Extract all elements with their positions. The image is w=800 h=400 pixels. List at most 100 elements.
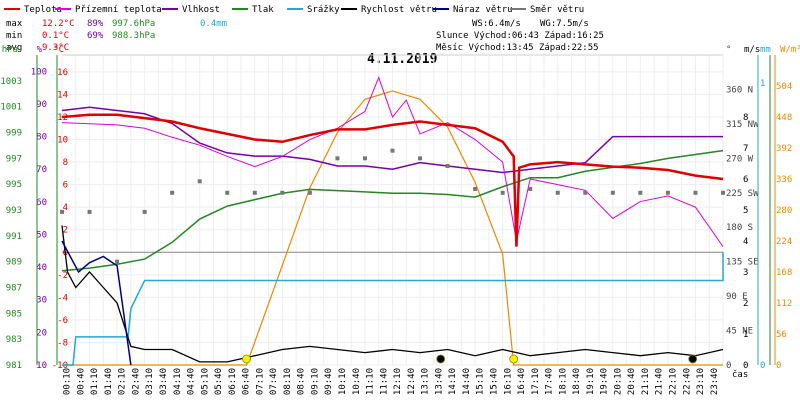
smer-point — [721, 190, 725, 195]
time-tick: 10:40 — [352, 368, 362, 395]
stat-avg-temp: 9.3°C — [42, 43, 69, 53]
pct-axis-tick: 100 — [31, 67, 47, 77]
smer-point — [390, 148, 395, 153]
solar-curve — [62, 90, 723, 366]
stat-min-hum: 69% — [87, 31, 104, 41]
smer-point — [555, 190, 560, 195]
info-sun: Slunce Východ:06:43 Západ:16:25 — [436, 31, 604, 41]
smer-point — [418, 156, 423, 161]
temp-axis-tick: 10 — [57, 136, 68, 146]
series-teplota — [61, 113, 724, 247]
hpa-axis-tick: 989 — [6, 258, 22, 268]
legend-label-6: Náraz větru — [453, 5, 513, 15]
temp-axis-tick: -8 — [57, 338, 68, 348]
temp-axis-tick: 8 — [63, 158, 68, 168]
temp-axis-tick: 16 — [57, 68, 68, 78]
pct-axis-tick: 90 — [36, 100, 47, 110]
legend-label-3: Tlak — [252, 5, 274, 15]
time-tick: 23:40 — [710, 368, 720, 395]
legend-label-7: Směr větru — [530, 5, 584, 15]
chart-title: 4.11.2019 — [367, 52, 437, 67]
pct-axis-tick: 20 — [36, 328, 47, 338]
stat-min-press: 988.3hPa — [112, 31, 155, 41]
smer-point — [693, 190, 698, 195]
time-tick: 18:40 — [572, 368, 582, 395]
time-tick: 03:10 — [145, 368, 155, 395]
rain-axis-label: mm — [760, 45, 771, 55]
time-tick: 12:40 — [407, 368, 417, 395]
dir-axis-tick: 90 E — [726, 292, 748, 302]
time-tick: 17:10 — [531, 368, 541, 395]
time-tick: 08:10 — [283, 368, 293, 395]
time-tick: 01:40 — [104, 368, 114, 395]
wind-axis-tick: 5 — [743, 206, 748, 216]
temp-axis-tick: 14 — [57, 90, 68, 100]
time-tick: 11:10 — [366, 368, 376, 395]
smer-point — [225, 190, 230, 195]
hpa-axis-tick: 993 — [6, 206, 22, 216]
axes: hPa9819839859879899919939959979991001100… — [0, 45, 800, 395]
time-tick: 08:40 — [297, 368, 307, 395]
time-tick: 01:10 — [90, 368, 100, 395]
stat-min-temp: 0.1°C — [42, 31, 69, 41]
series-prizemni — [61, 76, 724, 247]
plot-area — [60, 76, 725, 366]
temp-axis-tick: 6 — [63, 181, 68, 191]
pct-axis-tick: 50 — [36, 230, 47, 240]
series-naraz — [61, 240, 132, 366]
smer-point — [60, 209, 64, 214]
stat-max-rain: 0.4mm — [200, 19, 227, 29]
time-tick: 09:10 — [310, 368, 320, 395]
time-tick: 12:10 — [393, 368, 403, 395]
time-tick: 14:10 — [448, 368, 458, 395]
smer-point — [473, 186, 478, 191]
temp-axis-tick: -6 — [57, 316, 68, 326]
wind-axis-tick: 7 — [743, 144, 748, 154]
hpa-axis-tick: 1003 — [0, 77, 22, 87]
stat-max-press: 997.6hPa — [112, 19, 155, 29]
time-tick: 23:10 — [696, 368, 706, 395]
temp-axis-tick: 4 — [63, 203, 68, 213]
solar-axis-tick: 56 — [776, 330, 787, 340]
smer-point — [362, 156, 367, 161]
time-tick: 11:40 — [379, 368, 389, 395]
info-moon: Měsíc Východ:13:45 Západ:22:55 — [436, 43, 599, 53]
smer-point — [280, 190, 285, 195]
pct-axis-tick: 60 — [36, 198, 47, 208]
series-rychlost — [61, 225, 724, 363]
dir-axis-tick: 360 N — [726, 85, 753, 95]
pct-axis-tick: 40 — [36, 263, 47, 273]
time-tick: 20:10 — [613, 368, 623, 395]
hpa-axis-tick: 985 — [6, 309, 22, 319]
smer-point — [252, 190, 257, 195]
time-tick: 19:10 — [586, 368, 596, 395]
smer-point — [197, 179, 202, 184]
time-tick: 02:40 — [131, 368, 141, 395]
time-tick: 05:40 — [214, 368, 224, 395]
info-wg: WG:7.5m/s — [540, 19, 589, 29]
info-ws: WS:6.4m/s — [472, 19, 521, 29]
rain-axis-tick: 0 — [760, 361, 765, 371]
time-tick: 07:10 — [255, 368, 265, 395]
pct-axis-tick: 10 — [36, 361, 47, 371]
time-tick: 13:10 — [421, 368, 431, 395]
smer-point — [142, 209, 147, 214]
time-tick: 00:40 — [76, 368, 86, 395]
wind-axis-tick: 1 — [743, 330, 748, 340]
hpa-axis-tick: 983 — [6, 335, 22, 345]
solar-axis-tick: 336 — [776, 175, 792, 185]
temp-axis-tick: -2 — [57, 271, 68, 281]
time-tick: 04:40 — [187, 368, 197, 395]
wind-axis-tick: 6 — [743, 175, 748, 185]
dir-axis-tick: 45 NE — [726, 327, 753, 337]
temp-axis-tick: -10 — [52, 361, 68, 371]
pct-axis-label: % — [37, 45, 43, 55]
legend-label-0: Teplota — [24, 5, 62, 15]
smer-point — [665, 190, 670, 195]
stat-max-hum: 89% — [87, 19, 104, 29]
temp-axis-tick: 2 — [63, 226, 68, 236]
smer-point — [87, 209, 92, 214]
time-tick: 16:40 — [517, 368, 527, 395]
smer-point — [610, 190, 615, 195]
